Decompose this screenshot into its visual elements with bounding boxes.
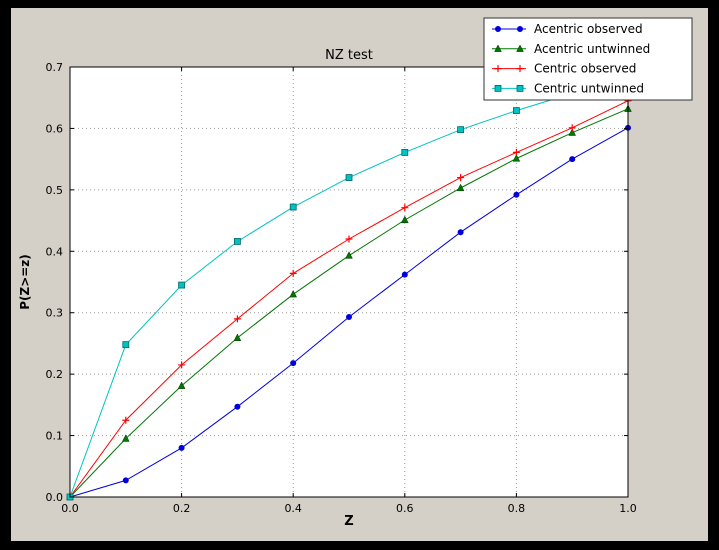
plot-layer: 0.0 0.2 0.4 0.6 0.8 1.0 0.0 0.1 0.2 0.3 0.4 0.5 0.6 0…	[46, 61, 637, 515]
marker-circle	[178, 444, 185, 451]
marker-square	[233, 238, 241, 245]
series-acentric-untwinned	[66, 104, 632, 501]
chart-title: NZ test	[325, 48, 373, 63]
marker-circle	[517, 26, 523, 32]
x-tick-label: 0.2	[173, 502, 191, 515]
y-tick-label: 0.4	[46, 245, 64, 258]
marker-plus	[178, 361, 186, 369]
legend-item: Acentric observed	[492, 22, 643, 36]
marker-plus	[494, 65, 502, 73]
y-tick-label: 0.2	[46, 368, 64, 381]
legend-item: Centric observed	[492, 62, 636, 76]
marker-triangle	[345, 251, 353, 259]
marker-triangle	[400, 215, 409, 224]
marker-triangle	[512, 154, 521, 162]
x-tick-label: 0.8	[508, 502, 526, 515]
marker-plus	[233, 315, 241, 323]
chart-svg: 0.0 0.2 0.4 0.6 0.8 1.0 0.0 0.1 0.2 0.3 0.4 0.5 0.6 0…	[11, 8, 708, 541]
x-tick-label: 0.4	[284, 502, 302, 515]
x-axis-label: Z	[344, 514, 353, 529]
marker-plus	[512, 148, 520, 156]
marker-square	[457, 126, 465, 134]
y-tick-label: 0.6	[46, 122, 64, 135]
marker-square	[494, 85, 502, 92]
legend-label: Acentric untwinned	[534, 42, 650, 56]
marker-triangle	[516, 44, 524, 52]
marker-triangle	[289, 289, 298, 298]
marker-circle	[569, 156, 576, 163]
y-tick-label: 0.3	[46, 307, 64, 320]
marker-circle	[290, 360, 297, 367]
marker-square	[178, 281, 186, 289]
axes-frame	[69, 66, 629, 498]
marker-circle	[495, 26, 501, 32]
marker-triangle	[121, 434, 130, 442]
marker-plus	[516, 65, 524, 73]
marker-square	[512, 107, 520, 115]
marker-square	[401, 148, 409, 156]
y-axis-label: P(Z>=z)	[18, 254, 32, 310]
y-tick-label: 0.5	[46, 184, 64, 197]
legend-layer: Acentric observed Acentric untwinned Centr…	[483, 17, 693, 101]
marker-triangle	[494, 44, 502, 52]
marker-square	[345, 174, 353, 181]
marker-triangle	[177, 381, 186, 389]
legend-item: Centric untwinned	[492, 81, 644, 95]
marker-square	[122, 341, 130, 349]
plot-area	[70, 67, 628, 497]
legend-item: Acentric untwinned	[492, 42, 650, 56]
x-tick-label: 0.0	[61, 502, 79, 515]
y-tick-label: 0.7	[46, 61, 64, 74]
marker-triangle	[568, 128, 577, 136]
marker-triangle	[456, 183, 465, 192]
marker-square	[516, 85, 524, 92]
marker-plus	[401, 204, 409, 212]
marker-circle	[122, 477, 129, 484]
legend-label: Centric observed	[534, 62, 636, 76]
legend-label: Centric untwinned	[534, 81, 644, 95]
marker-circle	[401, 271, 408, 278]
figure: 0.0 0.2 0.4 0.6 0.8 1.0 0.0 0.1 0.2 0.3 0.4 0.5 0.6 0…	[11, 8, 708, 541]
marker-triangle	[233, 333, 242, 341]
marker-square	[289, 203, 297, 211]
y-tick-label: 0.0	[46, 491, 64, 504]
marker-circle	[513, 191, 520, 198]
x-tick-label: 1.0	[619, 502, 637, 515]
y-tick-label: 0.1	[46, 430, 64, 443]
legend-label: Acentric observed	[534, 22, 643, 36]
marker-circle	[234, 403, 241, 410]
x-tick-label: 0.6	[396, 502, 414, 515]
marker-plus	[568, 124, 576, 132]
series-acentric-observed	[67, 124, 631, 500]
marker-circle	[457, 229, 464, 236]
marker-plus	[289, 269, 297, 277]
marker-plus	[457, 174, 465, 182]
marker-plus	[345, 235, 353, 243]
marker-circle	[346, 314, 352, 321]
marker-plus	[122, 416, 130, 424]
